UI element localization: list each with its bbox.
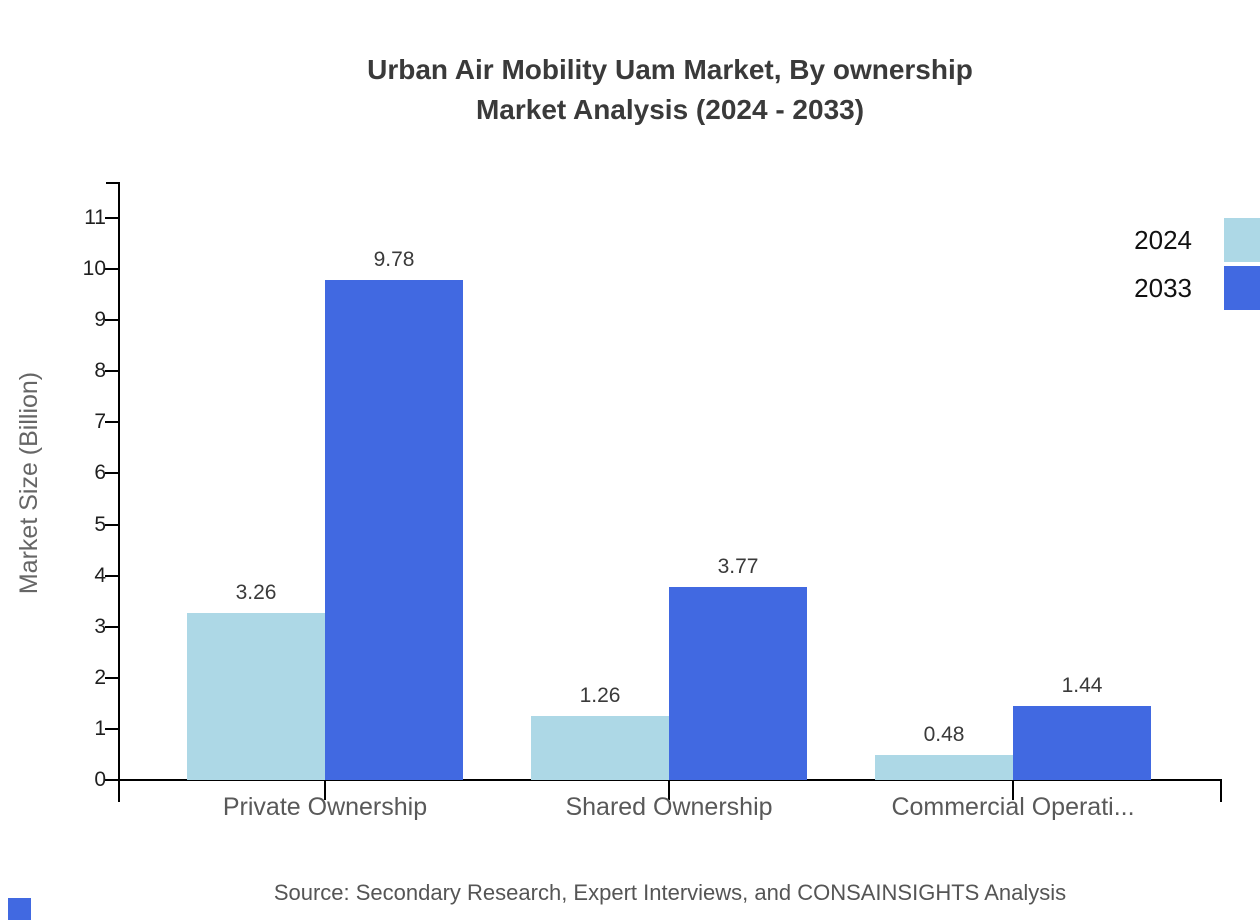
x-category-label-commercial-operati: Commercial Operati... <box>891 793 1135 821</box>
y-axis-top-tick <box>106 182 120 184</box>
y-tick-label-1: 1 <box>94 716 106 740</box>
y-tick-label-2: 2 <box>94 665 106 689</box>
y-tick-mark-2 <box>105 676 120 679</box>
y-axis-line <box>118 182 120 802</box>
y-tick-label-4: 4 <box>94 563 106 587</box>
chart-title: Urban Air Mobility Uam Market, By owners… <box>80 50 1260 130</box>
y-tick-label-0: 0 <box>94 768 106 791</box>
y-tick-mark-1 <box>105 727 120 730</box>
bar-2033-shared-ownership <box>669 587 807 780</box>
x-category-label-shared-ownership: Shared Ownership <box>565 793 773 821</box>
value-label-2033-private-ownership: 9.78 <box>373 248 415 272</box>
x-tick-mark-private-ownership <box>324 780 326 800</box>
legend-swatch-2024 <box>1224 218 1260 262</box>
value-label-2024-private-ownership: 3.26 <box>235 581 277 605</box>
x-axis-line <box>118 779 1222 781</box>
y-tick-label-8: 8 <box>94 359 106 383</box>
source-note: Source: Secondary Research, Expert Inter… <box>273 880 1067 905</box>
y-tick-label-3: 3 <box>94 614 106 638</box>
bar-2033-commercial-operati <box>1013 706 1151 780</box>
y-tick-mark-10 <box>105 268 120 270</box>
y-tick-mark-5 <box>105 523 120 526</box>
y-tick-mark-3 <box>105 625 120 628</box>
y-tick-mark-7 <box>105 421 120 424</box>
x-axis-end-tick <box>1220 780 1222 802</box>
y-tick-mark-11 <box>105 216 120 219</box>
legend-swatch-2033 <box>1224 266 1260 310</box>
y-tick-label-5: 5 <box>94 512 106 536</box>
y-tick-mark-9 <box>105 319 120 322</box>
chart-title-line-1: Urban Air Mobility Uam Market, By owners… <box>367 54 973 85</box>
x-tick-mark-shared-ownership <box>668 780 670 800</box>
brand-corner-mark <box>8 898 31 920</box>
legend-label-2033: 2033 <box>1134 273 1192 303</box>
x-tick-mark-commercial-operati <box>1012 780 1014 800</box>
y-tick-label-11: 11 <box>84 205 106 229</box>
y-tick-label-7: 7 <box>94 410 106 434</box>
bar-2033-private-ownership <box>325 280 463 780</box>
value-label-2033-shared-ownership: 3.77 <box>717 555 759 579</box>
bar-2024-commercial-operati <box>875 755 1013 780</box>
y-tick-mark-8 <box>105 370 120 373</box>
y-tick-mark-4 <box>105 574 120 577</box>
y-tick-mark-6 <box>105 472 120 475</box>
value-label-2033-commercial-operati: 1.44 <box>1061 674 1103 698</box>
y-tick-label-10: 10 <box>82 257 106 280</box>
value-label-2024-shared-ownership: 1.26 <box>579 683 621 707</box>
value-label-2024-commercial-operati: 0.48 <box>923 723 965 747</box>
chart-title-line-2: Market Analysis (2024 - 2033) <box>475 94 865 125</box>
y-tick-label-6: 6 <box>94 461 106 485</box>
bar-2024-shared-ownership <box>531 715 669 780</box>
legend-label-2024: 2024 <box>1134 225 1192 255</box>
bar-2024-private-ownership <box>187 613 325 780</box>
y-tick-label-9: 9 <box>94 308 106 332</box>
x-category-label-private-ownership: Private Ownership <box>222 793 428 821</box>
y-tick-mark-0 <box>105 779 120 781</box>
